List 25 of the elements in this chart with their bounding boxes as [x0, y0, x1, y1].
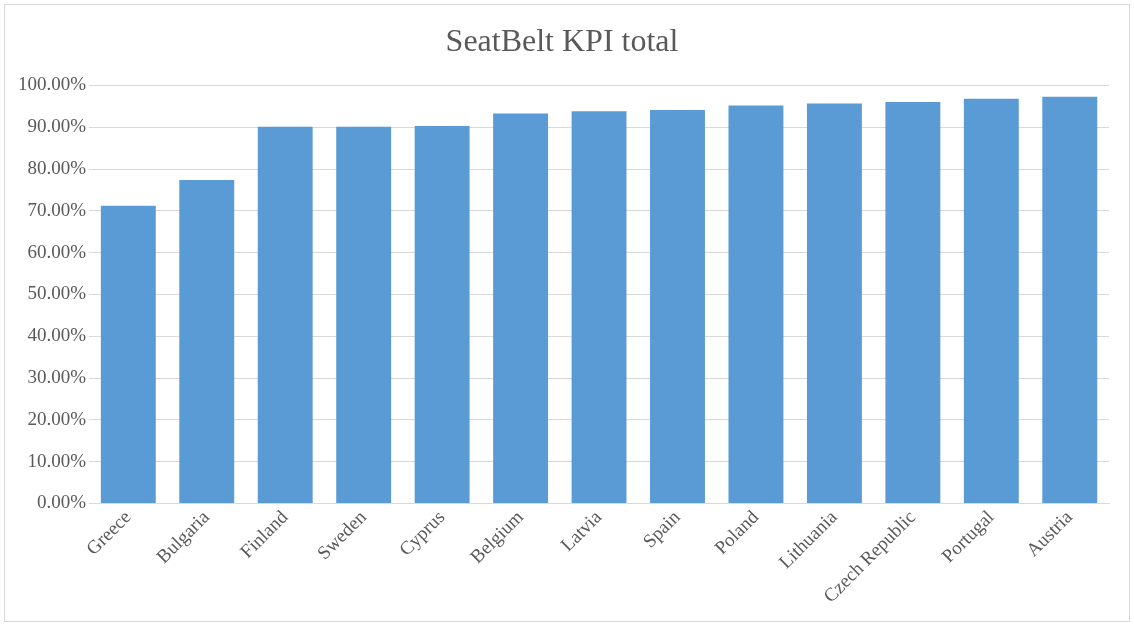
bar: [806, 103, 862, 503]
y-tick-label: 20.00%: [27, 407, 87, 429]
y-tick-label: 80.00%: [27, 156, 87, 178]
bar: [257, 126, 313, 503]
y-tick-label: 90.00%: [27, 115, 87, 137]
y-tick-label: 100.00%: [18, 73, 87, 95]
y-tick-label: 30.00%: [27, 366, 87, 388]
y-tick-label: 60.00%: [27, 240, 87, 262]
bar: [100, 205, 156, 503]
bar: [493, 113, 549, 503]
bar: [571, 111, 627, 503]
y-tick-label: 70.00%: [27, 198, 87, 220]
bar: [179, 179, 235, 503]
bar: [336, 126, 392, 503]
bar: [963, 98, 1019, 503]
y-tick-label: 0.00%: [37, 491, 87, 513]
bar: [650, 110, 705, 503]
y-tick-label: 40.00%: [27, 324, 87, 346]
bar: [728, 105, 784, 503]
chart-title: SeatBelt KPI total: [445, 21, 679, 58]
bar: [1042, 96, 1098, 503]
bar: [414, 125, 470, 503]
y-tick-label: 10.00%: [27, 449, 87, 471]
bar: [885, 102, 941, 503]
y-tick-label: 50.00%: [27, 282, 87, 304]
